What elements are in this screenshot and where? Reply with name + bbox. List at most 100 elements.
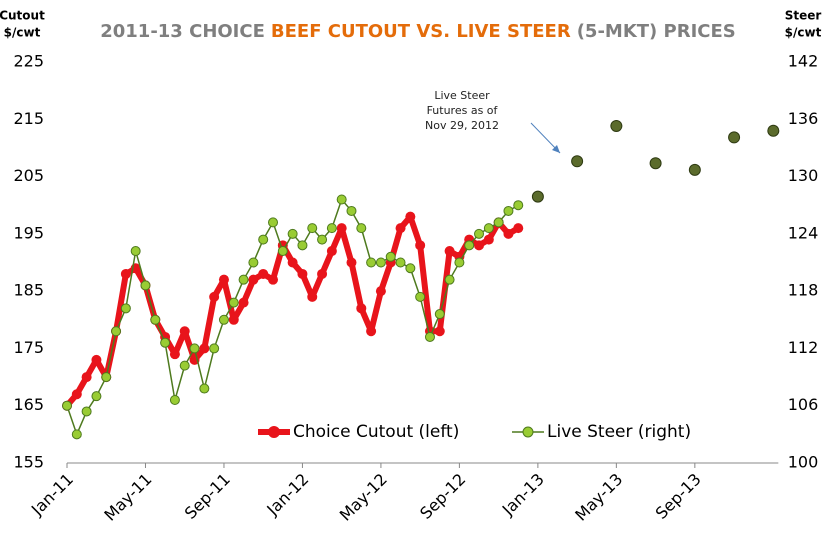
cutout-point	[375, 286, 386, 297]
steer-point	[326, 223, 337, 234]
futures-point	[610, 119, 623, 132]
steer-point	[81, 406, 92, 417]
steer-point	[483, 223, 494, 234]
cutout-point	[444, 246, 455, 257]
steer-point	[424, 331, 435, 342]
steer-point	[101, 372, 112, 383]
y2-axis-label: Steer	[785, 9, 822, 23]
cutout-point	[287, 257, 298, 268]
steer-point	[434, 309, 445, 320]
cutout-point	[238, 297, 249, 308]
cutout-point	[228, 314, 239, 325]
steer-point	[297, 240, 308, 251]
steer-point	[356, 223, 367, 234]
y2-tick-label: 142	[788, 52, 819, 71]
steer-point	[513, 200, 524, 211]
steer-point	[366, 257, 377, 268]
cutout-point	[81, 372, 92, 383]
steer-point	[218, 314, 229, 325]
cutout-point	[199, 343, 210, 354]
cutout-point	[336, 223, 347, 234]
steer-point	[474, 228, 485, 239]
y2-tick-label: 118	[788, 281, 819, 300]
y-tick-label: 195	[13, 223, 44, 242]
y-axis-label: Cutout	[0, 9, 45, 23]
cutout-point	[209, 291, 220, 302]
futures-point	[767, 124, 780, 137]
x-tick-label: Jan-13	[498, 470, 548, 520]
y2-tick-label: 124	[788, 223, 819, 242]
steer-point	[287, 228, 298, 239]
annotation: Nov 29, 2012	[425, 119, 499, 132]
steer-point	[179, 360, 190, 371]
x-tick-label: Sep-13	[652, 470, 705, 523]
cutout-point	[248, 274, 259, 285]
y-axis-label: $/cwt	[4, 26, 41, 40]
y2-tick-label: 112	[788, 338, 819, 357]
title-part: 2011-13 CHOICE	[100, 21, 265, 42]
steer-point	[346, 205, 357, 216]
cutout-point	[268, 274, 279, 285]
steer-point	[248, 257, 259, 268]
futures-point	[728, 131, 741, 144]
steer-point	[62, 400, 72, 411]
cutout-point	[307, 291, 318, 302]
steer-point	[268, 217, 279, 228]
x-tick-label: Sep-11	[181, 470, 234, 523]
legend-label: Live Steer (right)	[547, 422, 691, 442]
steer-point	[317, 234, 328, 245]
cutout-point	[169, 349, 180, 360]
legend-swatch-dot	[522, 426, 534, 438]
chart-title: 2011-13 CHOICE BEEF CUTOUT VS. LIVE STEER…	[100, 21, 736, 42]
cutout-point	[356, 303, 367, 314]
steer-point	[169, 394, 180, 405]
steer-point	[71, 429, 82, 440]
cutout-point	[366, 326, 377, 337]
cutout-point	[179, 326, 190, 337]
y2-tick-label: 130	[788, 166, 819, 185]
cutout-point	[503, 228, 514, 239]
cutout-point	[218, 274, 229, 285]
y-tick-label: 205	[13, 166, 44, 185]
steer-point	[150, 314, 161, 325]
futures-point	[649, 157, 662, 170]
steer-point	[336, 194, 347, 205]
x-tick-label: Jan-12	[262, 470, 312, 520]
cutout-point	[346, 257, 357, 268]
steer-point	[91, 391, 102, 402]
cutout-point	[71, 389, 82, 400]
y-tick-label: 185	[13, 281, 44, 300]
cutout-point	[258, 268, 269, 279]
x-tick-label: Jan-11	[27, 470, 77, 520]
steer-point	[415, 291, 426, 302]
cutout-point	[434, 326, 445, 337]
cutout-point	[317, 268, 328, 279]
steer-point	[454, 257, 465, 268]
steer-point	[444, 274, 455, 285]
series-line	[64, 213, 520, 408]
futures-point	[688, 163, 701, 176]
x-tick-label: May-11	[100, 470, 155, 525]
cutout-point	[297, 268, 308, 279]
annotation: Live Steer	[434, 89, 490, 102]
steer-point	[464, 240, 475, 251]
steer-point	[130, 246, 141, 257]
cutout-point	[120, 268, 131, 279]
futures-point	[531, 190, 544, 203]
steer-point	[111, 326, 122, 337]
futures-point	[571, 155, 584, 168]
steer-point	[493, 217, 504, 228]
cutout-point	[91, 354, 102, 365]
cutout-point	[395, 223, 406, 234]
steer-point	[307, 223, 318, 234]
title-part: (5-MKT) PRICES	[577, 21, 736, 42]
x-tick-label: May-12	[336, 470, 391, 525]
title-part: BEEF CUTOUT VS. LIVE STEER	[271, 21, 571, 42]
steer-point	[277, 246, 288, 257]
steer-point	[160, 337, 171, 348]
steer-point	[238, 274, 249, 285]
legend-swatch-dot	[268, 426, 280, 438]
steer-point	[503, 205, 514, 216]
